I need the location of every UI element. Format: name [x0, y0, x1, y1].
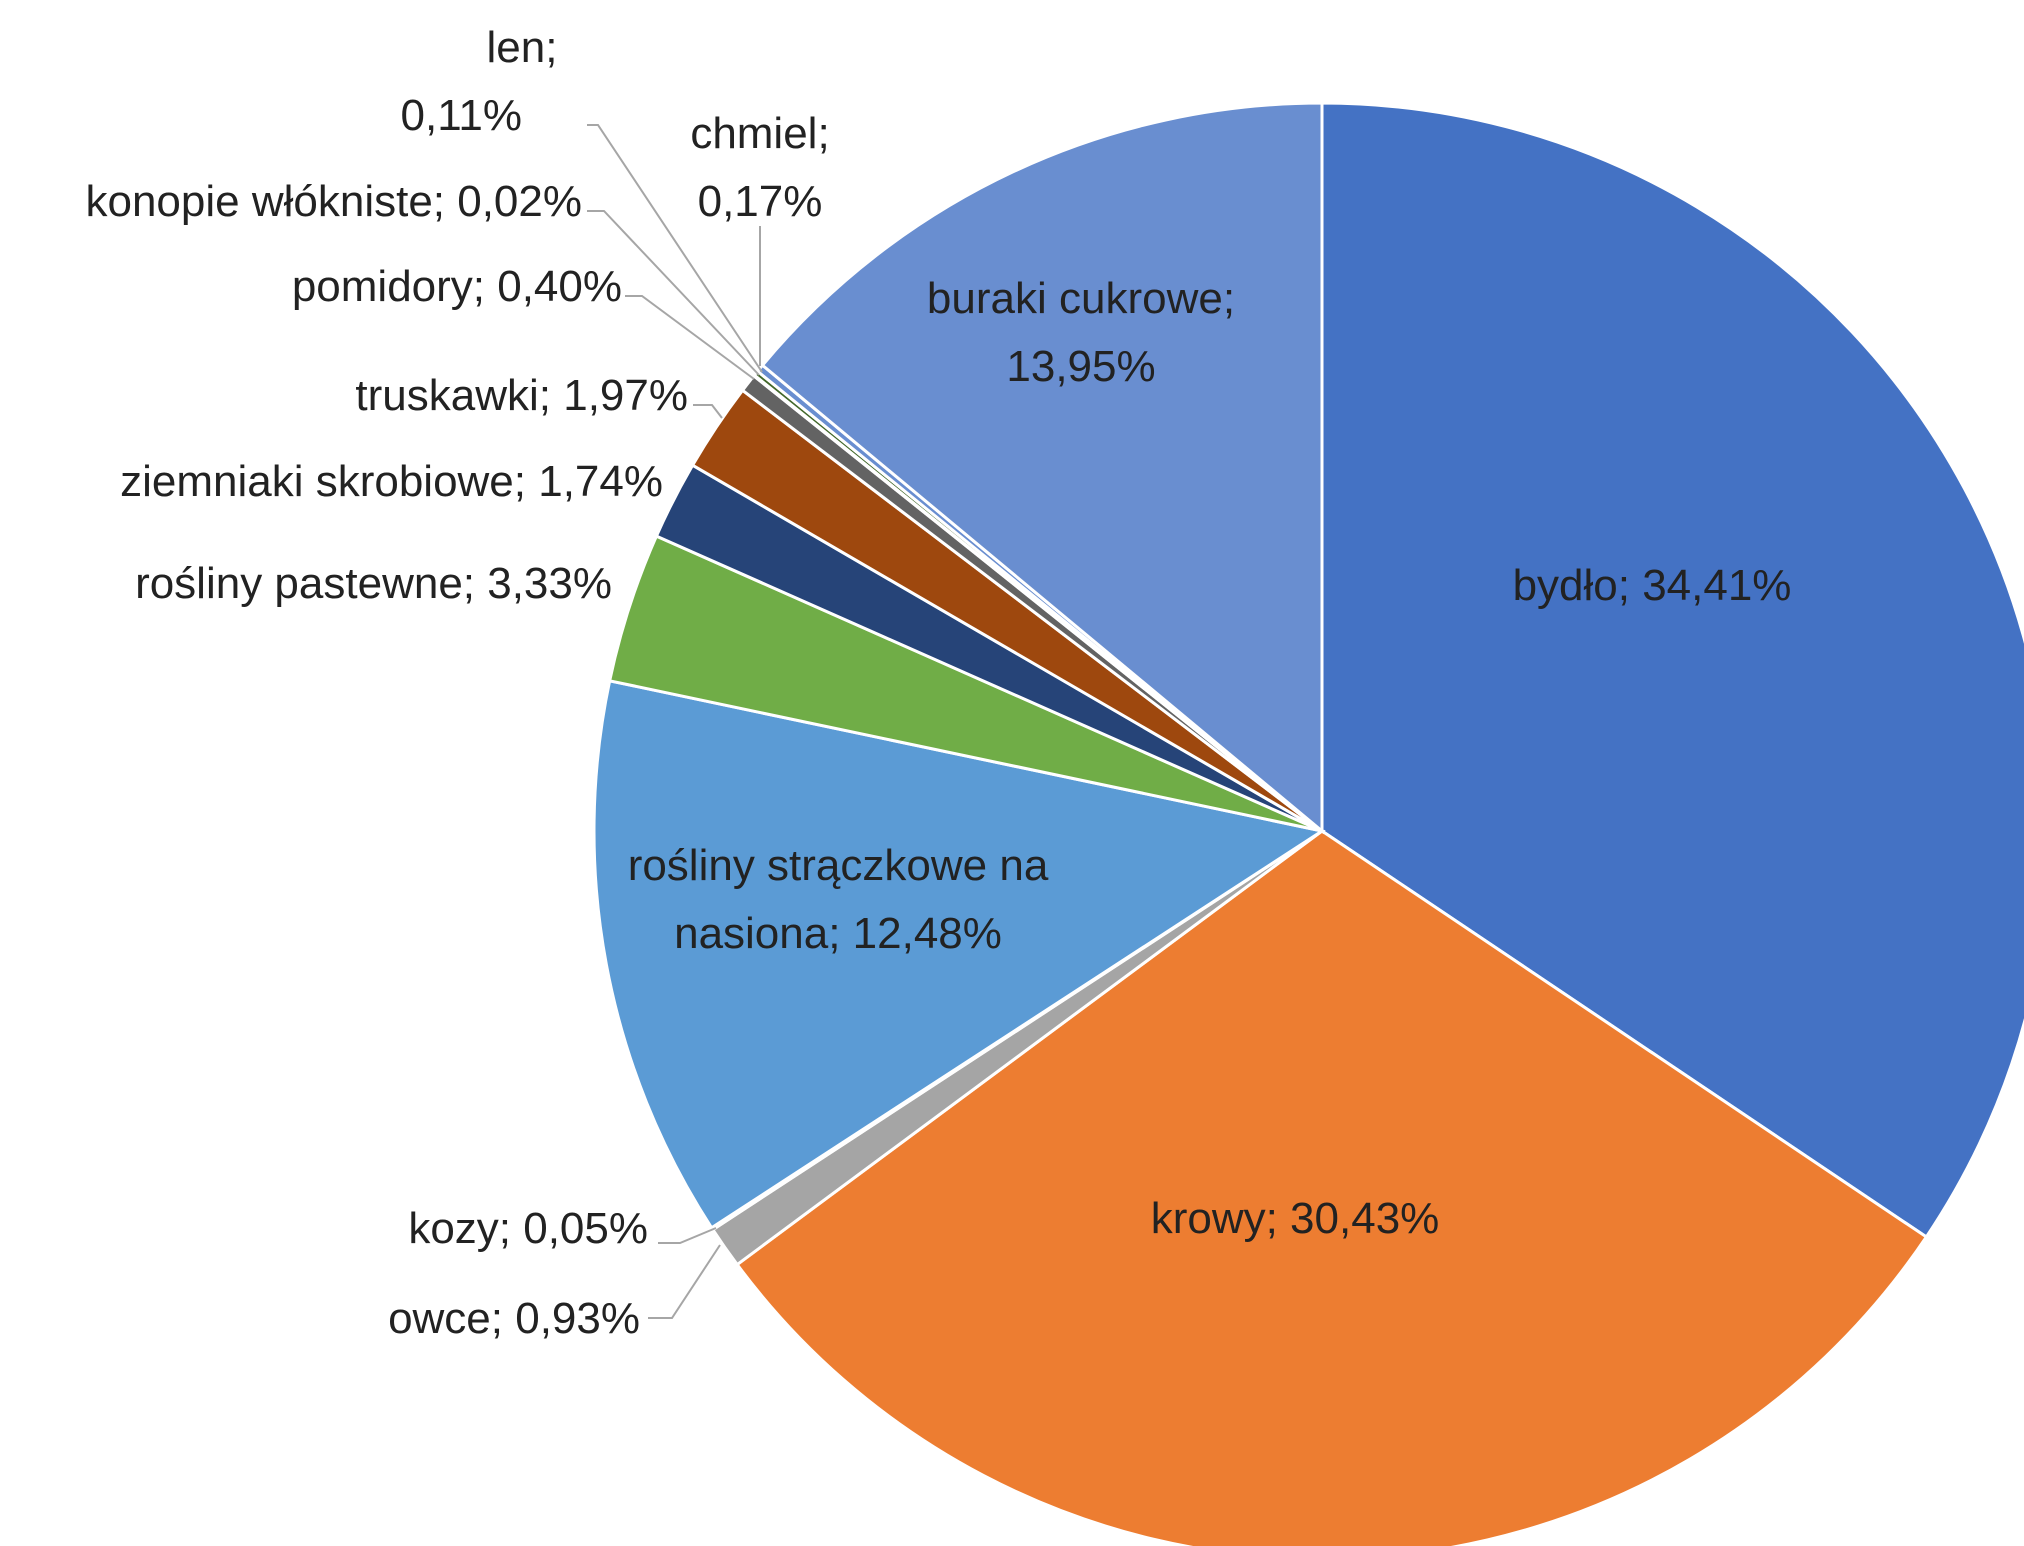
data-label-3: owce; 0,93% [388, 1294, 640, 1343]
data-label-9: pomidory; 0,40% [292, 262, 622, 311]
data-label-4: kozy; 0,05% [408, 1204, 648, 1253]
data-label-12-line-2: 0,17% [698, 177, 823, 226]
leader-line-3 [648, 1244, 721, 1319]
pie-slice-2 [735, 829, 1929, 1546]
data-label-5-line-1: rośliny strączkowe na [628, 841, 1049, 890]
data-label-13-line-2: 13,95% [1006, 342, 1155, 391]
leader-line-11 [587, 124, 763, 373]
data-label-7: ziemniaki skrobiowe; 1,74% [120, 457, 663, 506]
data-label-6: rośliny pastewne; 3,33% [135, 559, 612, 608]
data-label-11-line-1: len; [487, 23, 558, 72]
pie-slice-1 [1320, 101, 2024, 1240]
data-label-5-line-2: nasiona; 12,48% [674, 909, 1002, 958]
leader-line-8 [693, 404, 723, 419]
leader-line-9 [625, 295, 755, 380]
leader-line-10 [587, 210, 760, 376]
data-label-1: bydło; 34,41% [1513, 561, 1792, 610]
data-label-2: krowy; 30,43% [1151, 1194, 1440, 1243]
data-label-10: konopie włókniste; 0,02% [85, 177, 582, 226]
leader-line-4 [658, 1227, 717, 1244]
pie-slice-13 [760, 101, 1324, 835]
data-label-8: truskawki; 1,97% [355, 371, 688, 420]
pie-slice-5 [592, 679, 1326, 1230]
data-label-13-line-1: buraki cukrowe; [927, 274, 1235, 323]
data-label-12-line-1: chmiel; [690, 109, 829, 158]
data-label-11-line-2: 0,11% [401, 91, 523, 140]
